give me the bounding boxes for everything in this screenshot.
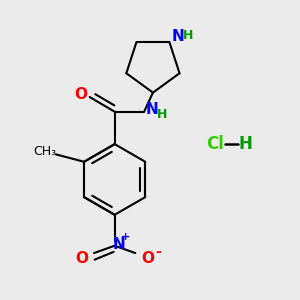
Text: N: N bbox=[171, 29, 184, 44]
Text: H: H bbox=[182, 29, 193, 42]
Text: CH₃: CH₃ bbox=[33, 145, 56, 158]
Text: O: O bbox=[75, 251, 88, 266]
Text: H: H bbox=[239, 135, 253, 153]
Text: O: O bbox=[74, 87, 87, 102]
Text: -: - bbox=[155, 245, 161, 260]
Text: Cl: Cl bbox=[206, 135, 224, 153]
Text: H: H bbox=[157, 108, 168, 121]
Text: N: N bbox=[146, 102, 159, 117]
Text: +: + bbox=[121, 232, 130, 242]
Text: O: O bbox=[141, 251, 154, 266]
Text: N: N bbox=[113, 237, 125, 252]
